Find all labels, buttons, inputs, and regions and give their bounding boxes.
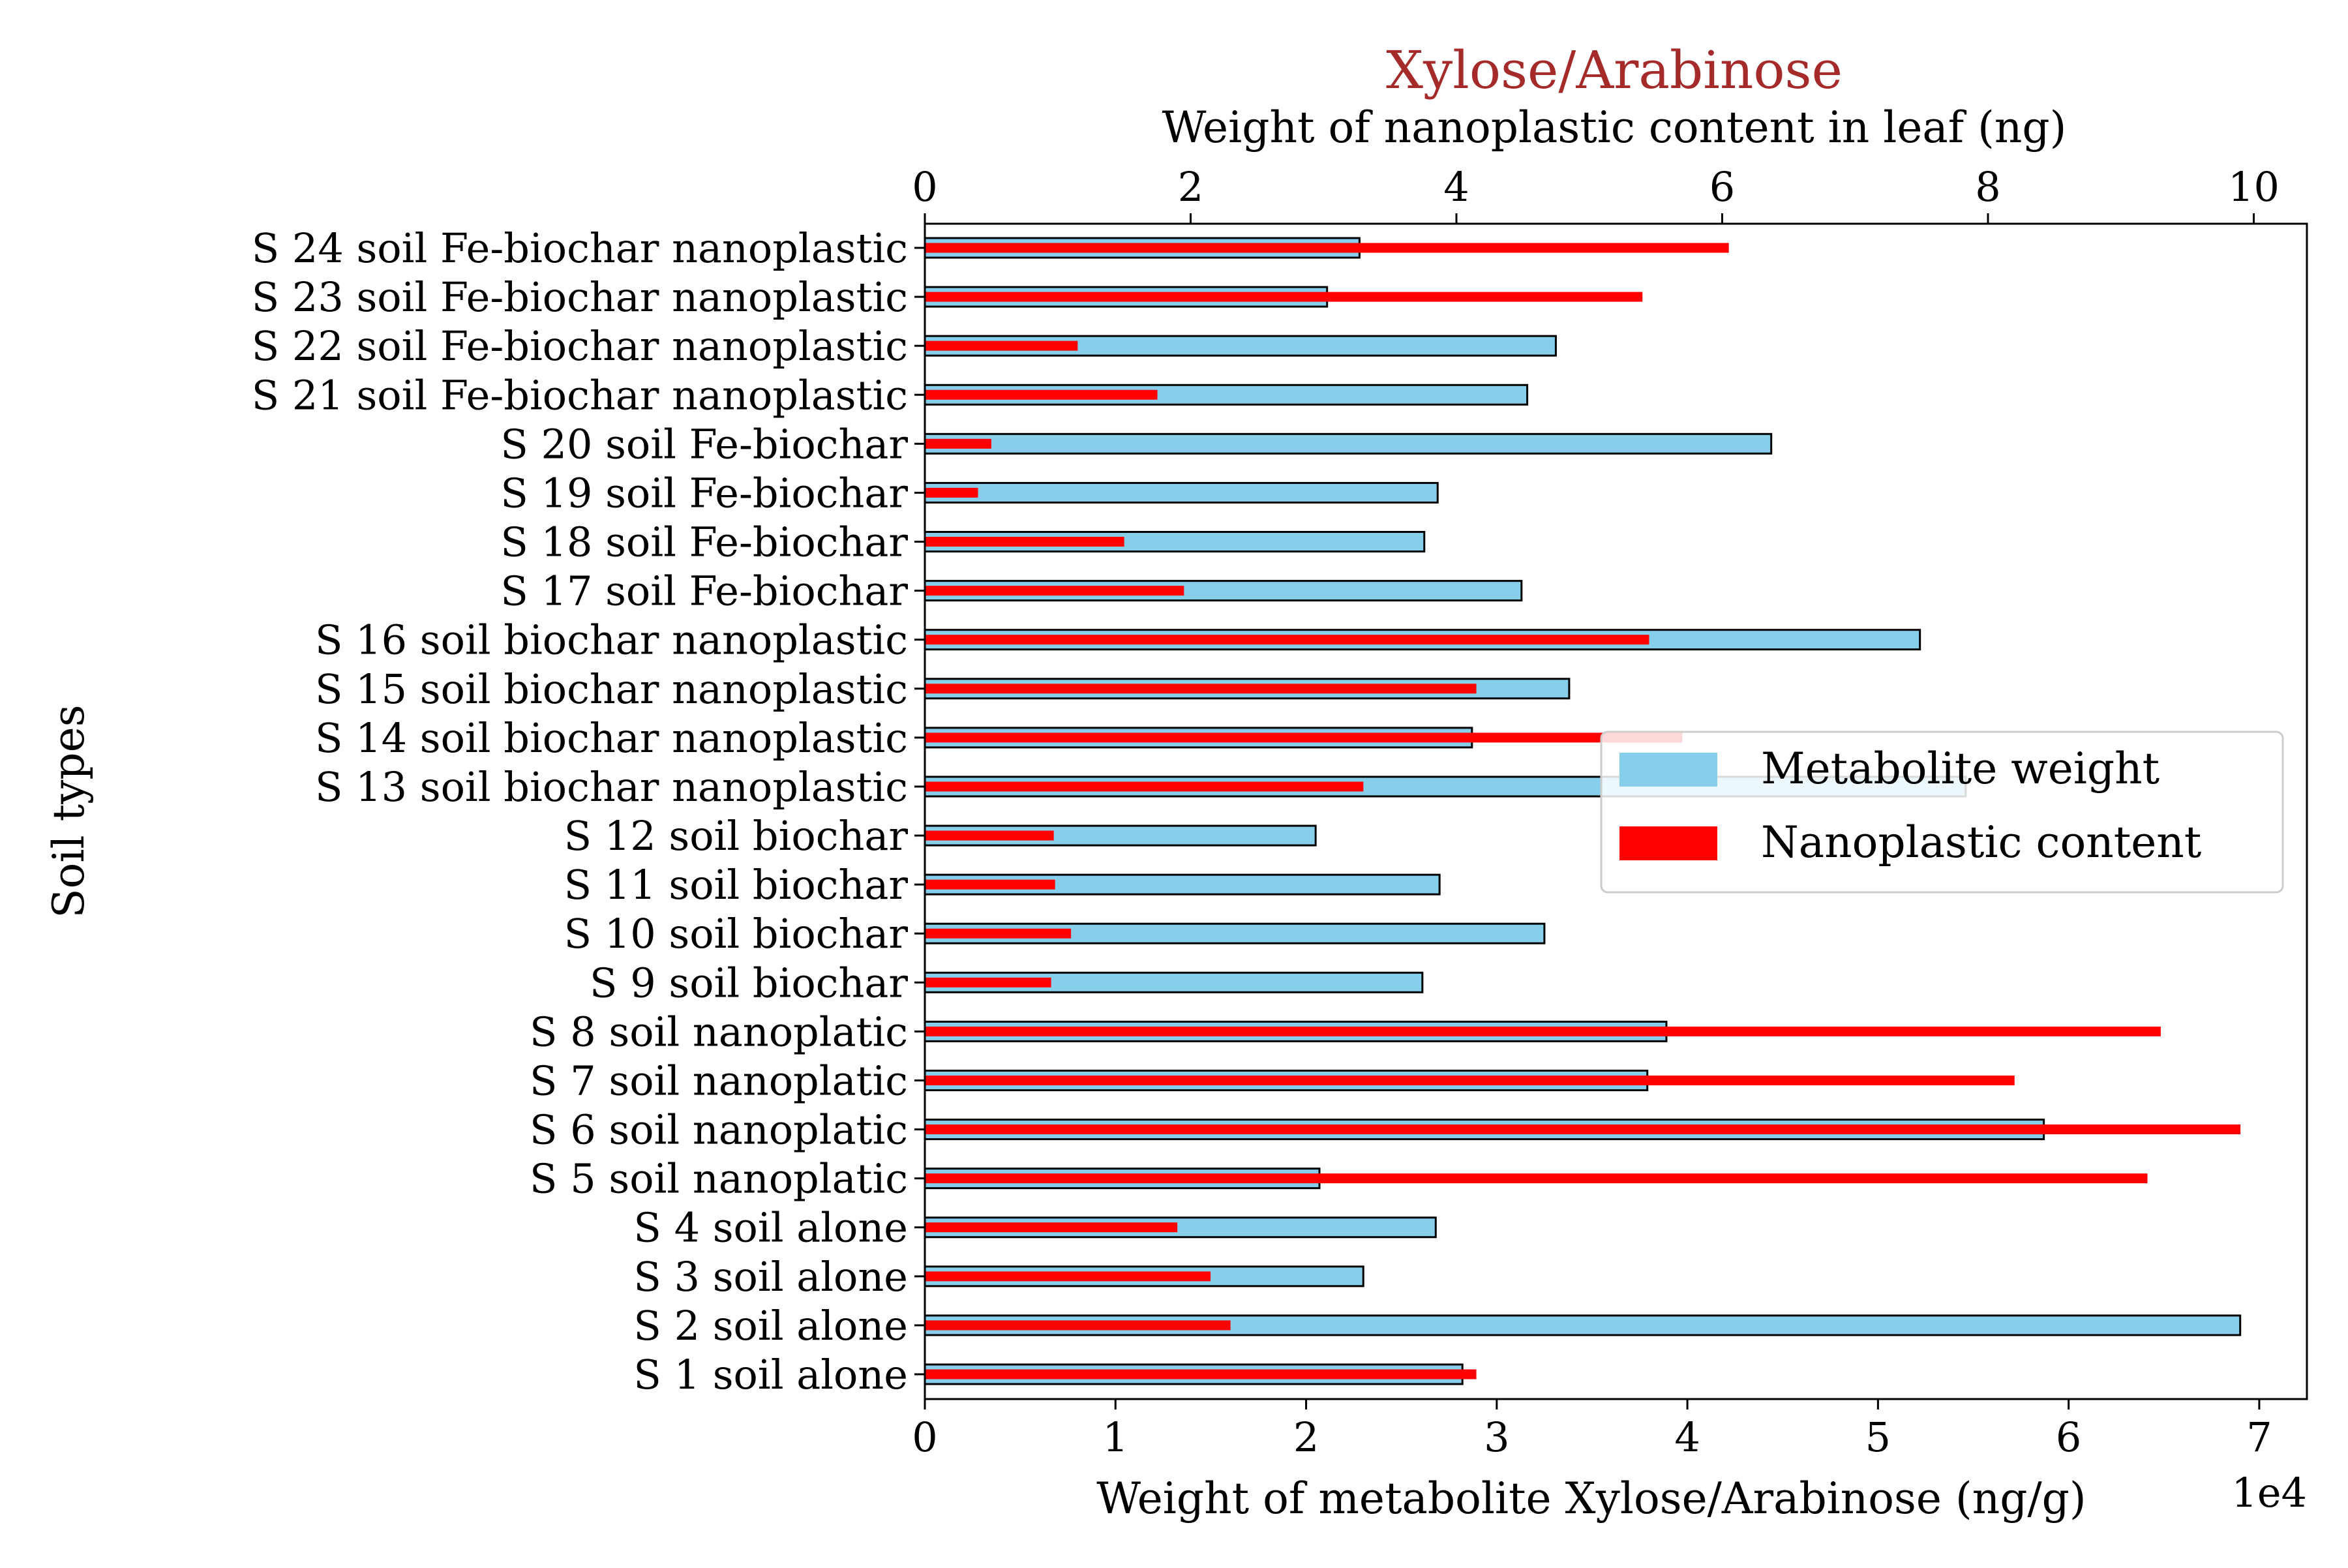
plot-area-frame [924,222,2308,1400]
bottom-axis-tick-label: 1 [1103,1413,1128,1461]
nanoplastic-bar [925,292,1643,302]
nanoplastic-bar [925,537,1124,547]
category-label: S 12 soil biochar [564,812,909,860]
legend-label: Metabolite weight [1761,744,2160,794]
nanoplastic-bar [925,977,1051,988]
category-label: S 3 soil alone [633,1253,908,1301]
category-label: S 7 soil nanoplatic [530,1057,908,1104]
nanoplastic-bar [925,487,978,498]
nanoplastic-bar [925,879,1055,890]
category-label: S 5 soil nanoplatic [530,1155,908,1203]
category-label: S 6 soil nanoplatic [530,1106,908,1154]
nanoplastic-bar [925,389,1158,400]
category-label: S 16 soil biochar nanoplastic [315,616,908,664]
top-axis-label: Weight of nanoplastic content in leaf (n… [1162,102,2067,153]
top-axis-tick-label: 8 [1975,163,2000,211]
nanoplastic-bar [925,1173,2148,1184]
legend-box [1600,731,2284,894]
metabolite-bar [924,432,1773,455]
nanoplastic-bar [925,1026,2161,1036]
category-label: S 15 soil biochar nanoplastic [315,665,908,713]
nanoplastic-bar [925,928,1072,939]
category-label: S 9 soil biochar [590,959,908,1006]
bottom-axis-tick-label: 5 [1865,1413,1891,1461]
metabolite-bar [924,481,1439,504]
category-label: S 22 soil Fe-biochar nanoplastic [252,322,908,370]
category-label: S 23 soil Fe-biochar nanoplastic [252,273,908,321]
nanoplastic-bar [925,1369,1477,1380]
category-label: S 8 soil nanoplatic [530,1008,908,1055]
category-label: S 10 soil biochar [564,910,909,957]
category-label: S 13 soil biochar nanoplastic [315,763,908,811]
nanoplastic-bar [925,732,1683,743]
category-label: S 20 soil Fe-biochar [500,420,908,468]
nanoplastic-bar [925,586,1184,596]
nanoplastic-bar [925,1124,2241,1135]
nanoplastic-bar [925,438,991,449]
nanoplastic-bar [925,830,1054,841]
bottom-axis-tick-label: 4 [1674,1413,1700,1461]
category-label: S 19 soil Fe-biochar [500,469,908,517]
top-axis-tick-label: 10 [2228,163,2280,211]
bottom-axis-tick-label: 3 [1484,1413,1509,1461]
bottom-axis-tick-label: 0 [912,1413,937,1461]
category-label: S 18 soil Fe-biochar [500,519,908,566]
category-label: S 1 soil alone [633,1351,908,1398]
category-label: S 4 soil alone [633,1204,908,1252]
y-axis-label: Soil types [44,704,94,918]
bottom-axis-tick-label: 6 [2056,1413,2081,1461]
nanoplastic-bar [925,635,1649,645]
nanoplastic-bar [925,1075,2015,1085]
nanoplastic-bar [925,1271,1211,1282]
nanoplastic-bar [925,781,1364,792]
top-axis-tick-label: 0 [912,163,937,211]
bottom-axis-offset-text: 1e4 [2231,1469,2307,1516]
nanoplastic-bar [925,1222,1178,1233]
category-label: S 21 soil Fe-biochar nanoplastic [252,371,908,419]
nanoplastic-bar [925,684,1477,694]
legend-swatch [1619,826,1717,860]
category-label: S 17 soil Fe-biochar [500,567,908,615]
nanoplastic-bar [925,340,1078,351]
category-label: S 2 soil alone [633,1302,908,1349]
top-axis-tick-label: 4 [1443,163,1469,211]
legend-label: Nanoplastic content [1761,817,2201,867]
legend-swatch [1619,753,1717,787]
top-axis-tick-label: 2 [1178,163,1203,211]
bottom-axis-tick-label: 2 [1293,1413,1319,1461]
top-axis-tick-label: 6 [1709,163,1735,211]
category-label: S 24 soil Fe-biochar nanoplastic [252,224,908,272]
nanoplastic-bar [925,243,1729,253]
legend: Metabolite weight Nanoplastic content [1600,731,2284,894]
bars-layer [924,237,2242,1385]
bottom-axis-label: Weight of metabolite Xylose/Arabinose (n… [1096,1473,2086,1524]
category-label: S 11 soil biochar [564,861,909,909]
bottom-axis-tick-label: 7 [2246,1413,2272,1461]
chart-title: Xylose/Arabinose [1386,40,1843,100]
category-label: S 14 soil biochar nanoplastic [315,714,908,762]
nanoplastic-bar [925,1320,1231,1331]
